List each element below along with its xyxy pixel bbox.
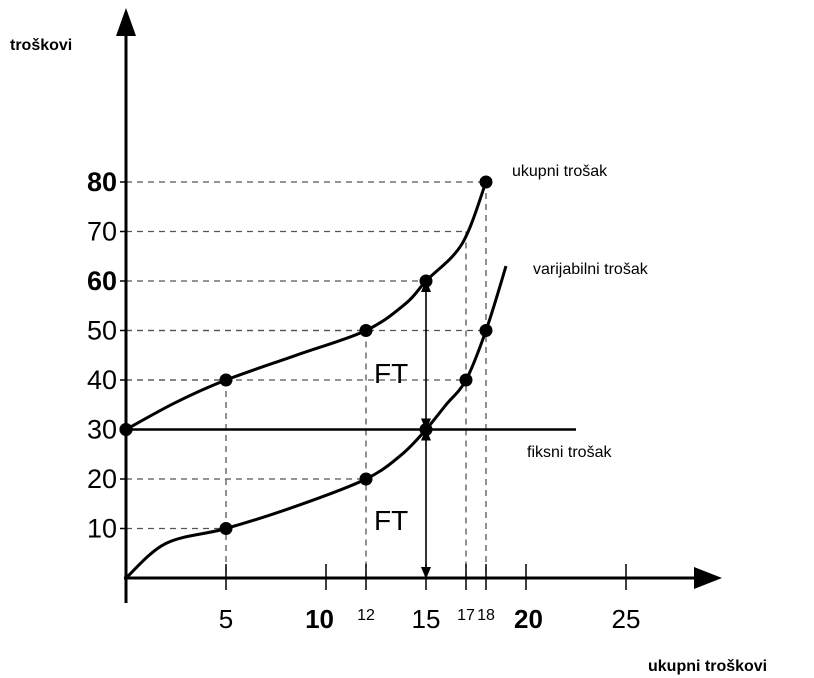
x-tick-label-5: 5 (219, 604, 233, 634)
y-tick-label-40: 40 (87, 365, 117, 395)
axes (116, 8, 722, 603)
point-s2-0 (119, 423, 133, 436)
y-tick-label-30: 30 (87, 415, 117, 445)
point-s1-2 (419, 423, 433, 436)
x-tick-label-18: 18 (477, 607, 495, 624)
guide-lines (126, 181, 487, 578)
point-s1-0 (219, 522, 233, 535)
labels: troškovi ukupni troškovi ukupni trošak v… (10, 37, 767, 675)
series-label-fiksni: fiksni trošak (527, 444, 612, 461)
point-s1-3 (459, 373, 473, 387)
x-tick-label-10: 10 (305, 604, 334, 634)
x-tick-label-20: 20 (514, 604, 543, 634)
ft-arrow-head-bottom-1 (421, 567, 431, 579)
series-label-ukupni: ukupni trošak (512, 163, 608, 180)
point-s0-4 (479, 175, 493, 189)
point-s1-1 (359, 472, 373, 486)
y-tick-label-20: 20 (87, 464, 117, 494)
x-tick-label-15: 15 (412, 604, 441, 634)
y-tick-label-70: 70 (87, 217, 117, 247)
y-tick-label-50: 50 (87, 316, 117, 346)
x-tick-label-12: 12 (357, 607, 375, 624)
y-axis-title: troškovi (10, 37, 72, 54)
y-tick-label-10: 10 (87, 514, 117, 544)
series-line-varijabilni (124, 265, 508, 580)
series-label-varijabilni: varijabilni trošak (533, 261, 649, 278)
ft-brackets (421, 280, 431, 579)
data-points (119, 175, 493, 535)
x-axis-title: ukupni troškovi (648, 658, 767, 675)
x-tick-label-17: 17 (457, 607, 475, 624)
y-tick-label-60: 60 (87, 266, 117, 296)
x-tick-label-25: 25 (612, 604, 641, 634)
point-s0-3 (419, 274, 433, 288)
point-s0-2 (359, 324, 373, 337)
point-s0-1 (219, 373, 233, 387)
series-line-ukupni (125, 181, 488, 431)
y-axis-arrow (116, 8, 136, 36)
ft-label-lower: FT (374, 505, 408, 536)
ft-label-upper: FT (374, 358, 408, 389)
point-s1-4 (479, 324, 493, 337)
x-axis-arrow (694, 567, 722, 589)
y-tick-label-80: 80 (87, 167, 117, 197)
ticks: 10 20 30 40 50 60 70 80 5 10 12 15 17 18 20 25 (87, 167, 641, 634)
